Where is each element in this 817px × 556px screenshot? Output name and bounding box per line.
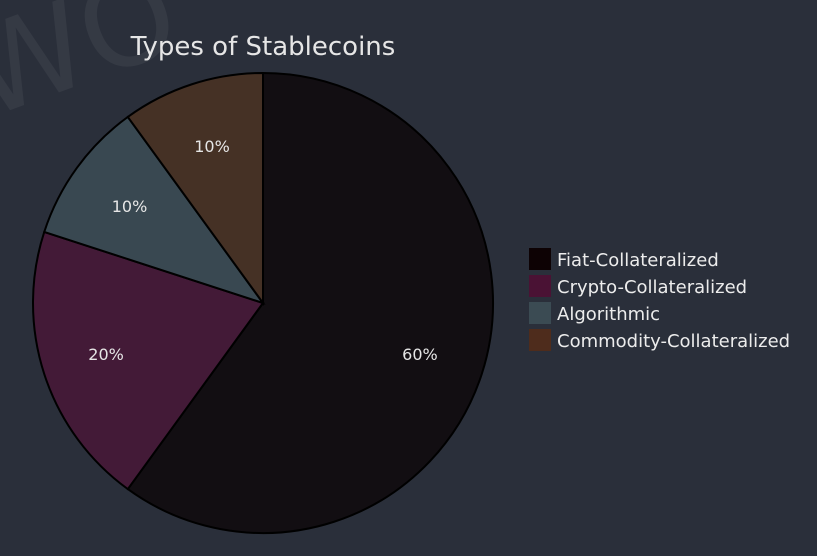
legend-item: Algorithmic [529,302,660,325]
legend-swatch [529,275,551,297]
pie-slice-commodity-collateralized [126,71,264,307]
legend-label: Commodity-Collateralized [557,331,790,352]
legend-swatch [529,302,551,324]
legend-label: Fiat-Collateralized [557,250,719,271]
pie-slice-crypto-collateralized [32,230,265,491]
slice-value-label: 10% [194,137,230,156]
legend-swatch [529,329,551,351]
slice-value-label: 60% [402,345,438,364]
legend-item: Crypto-Collateralized [529,275,747,298]
pie-slice-algorithmic [42,115,266,305]
pie-slice-fiat-collateralized [126,71,494,534]
chart-title: Types of Stablecoins [130,32,396,62]
legend-item: Commodity-Collateralized [529,329,790,352]
pie-slice-labels: 60% 20% 10% 10% [88,137,437,364]
pie-slices [32,71,494,534]
slice-value-label: 20% [88,345,124,364]
legend-label: Crypto-Collateralized [557,277,747,298]
legend-swatch [529,248,551,270]
legend-item: Fiat-Collateralized [529,248,719,271]
legend: Fiat-Collateralized Crypto-Collateralized… [529,248,790,352]
slice-value-label: 10% [112,197,148,216]
legend-label: Algorithmic [557,304,660,325]
